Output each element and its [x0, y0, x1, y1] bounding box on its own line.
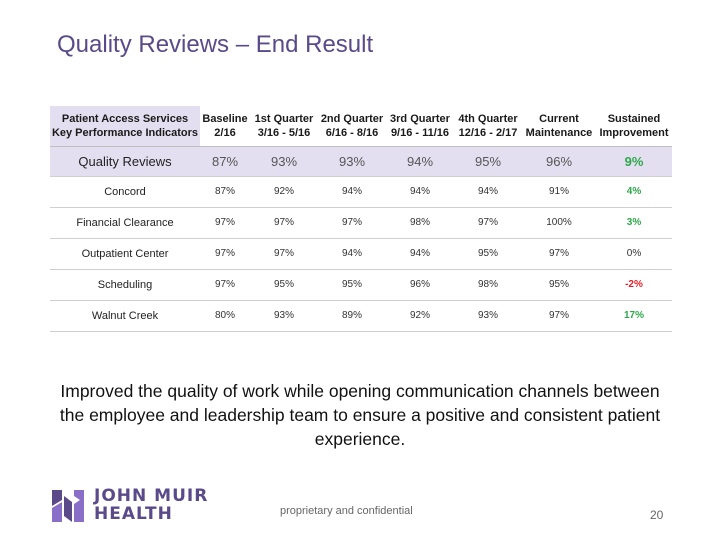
- page-number: 20: [650, 508, 664, 522]
- header-line: Maintenance: [525, 126, 593, 139]
- table-cell: 87%: [214, 186, 235, 197]
- row-label: Outpatient Center: [81, 247, 169, 260]
- table-cell: 96%: [409, 279, 430, 290]
- table-row-walnut-creek: Walnut Creek 80% 93% 89% 92% 93% 97% 17%: [50, 300, 672, 331]
- table-cell: 100%: [546, 217, 572, 228]
- table-cell: 97%: [273, 248, 294, 259]
- table-cell: 97%: [477, 217, 498, 228]
- header-line: 9/16 - 11/16: [390, 126, 450, 139]
- sustained-improvement-cell: 9%: [624, 153, 644, 169]
- table-cell: 87%: [211, 153, 239, 169]
- table-cell: 97%: [548, 310, 569, 321]
- table-cell: 96%: [545, 153, 573, 169]
- header-line: 2nd Quarter: [320, 112, 384, 125]
- row-label: Quality Reviews: [78, 153, 172, 169]
- table-cell: 91%: [548, 186, 569, 197]
- header-q2: 2nd Quarter 6/16 - 8/16: [318, 106, 386, 147]
- table-cell: 94%: [341, 186, 362, 197]
- header-line: Key Performance Indicators: [51, 126, 199, 139]
- sustained-improvement-cell: 0%: [626, 248, 642, 259]
- table-row-concord: Concord 87% 92% 94% 94% 94% 91% 4%: [50, 176, 672, 207]
- table-row-financial-clearance: Financial Clearance 97% 97% 97% 98% 97% …: [50, 207, 672, 238]
- header-line: Improvement: [599, 126, 669, 139]
- john-muir-mark-icon: [52, 490, 84, 522]
- table-row-quality-reviews: Quality Reviews 87% 93% 93% 94% 95% 96% …: [50, 146, 672, 176]
- table-cell: 93%: [273, 310, 294, 321]
- sustained-improvement-cell: 17%: [623, 310, 644, 321]
- table-cell: 95%: [273, 279, 294, 290]
- header-line: Baseline: [202, 112, 248, 125]
- header-line: 12/16 - 2/17: [458, 126, 518, 139]
- table-cell: 97%: [214, 217, 235, 228]
- table-cell: 95%: [474, 153, 502, 169]
- header-current: Current Maintenance: [522, 106, 596, 147]
- table-cell: 97%: [214, 279, 235, 290]
- table-cell: 92%: [409, 310, 430, 321]
- logo-line-1: JOHN MUIR: [94, 486, 209, 506]
- john-muir-health-logo: JOHN MUIR HEALTH: [50, 488, 220, 524]
- row-label: Scheduling: [97, 278, 153, 291]
- header-line: Patient Access Services: [61, 112, 189, 125]
- row-label: Walnut Creek: [91, 309, 159, 322]
- table-cell: 94%: [409, 186, 430, 197]
- table-cell: 95%: [341, 279, 362, 290]
- header-q1: 1st Quarter 3/16 - 5/16: [250, 106, 318, 147]
- header-kpi: Patient Access Services Key Performance I…: [50, 106, 200, 147]
- row-label: Financial Clearance: [76, 216, 174, 229]
- table-cell: 97%: [341, 217, 362, 228]
- table-cell: 93%: [270, 153, 298, 169]
- header-line: 4th Quarter: [458, 112, 518, 125]
- header-line: 2/16: [214, 126, 236, 139]
- table-cell: 93%: [338, 153, 366, 169]
- table-cell: 98%: [409, 217, 430, 228]
- header-sustained: Sustained Improvement: [596, 106, 672, 147]
- slide-title: Quality Reviews – End Result: [57, 31, 374, 58]
- table-cell: 80%: [214, 310, 235, 321]
- header-line: 3rd Quarter: [390, 112, 450, 125]
- header-line: 1st Quarter: [254, 112, 314, 125]
- footer-confidential: proprietary and confidential: [280, 505, 413, 517]
- table-row-scheduling: Scheduling 97% 95% 95% 96% 98% 95% -2%: [50, 269, 672, 300]
- logo-wordmark: JOHN MUIR HEALTH: [94, 488, 208, 523]
- table-cell: 89%: [341, 310, 362, 321]
- table-cell: 94%: [406, 153, 434, 169]
- sustained-improvement-cell: 3%: [626, 217, 642, 228]
- table-cell: 98%: [477, 279, 498, 290]
- table-cell: 97%: [548, 248, 569, 259]
- table-cell: 93%: [477, 310, 498, 321]
- table-row-outpatient-center: Outpatient Center 97% 97% 94% 94% 95% 97…: [50, 238, 672, 269]
- kpi-table-container: Patient Access Services Key Performance I…: [50, 106, 672, 334]
- table-header-row: Patient Access Services Key Performance I…: [50, 106, 672, 147]
- header-line: Sustained: [607, 112, 661, 125]
- table-cell: 97%: [273, 217, 294, 228]
- table-cell: 94%: [341, 248, 362, 259]
- table-cell: 95%: [548, 279, 569, 290]
- table-cell: 94%: [409, 248, 430, 259]
- logo-line-2: HEALTH: [94, 504, 173, 524]
- table-cell: 94%: [477, 186, 498, 197]
- table-cell: 95%: [477, 248, 498, 259]
- sustained-improvement-cell: -2%: [625, 279, 643, 290]
- row-label: Concord: [104, 185, 146, 198]
- header-q3: 3rd Quarter 9/16 - 11/16: [386, 106, 454, 147]
- header-baseline: Baseline 2/16: [200, 106, 250, 147]
- table-cell: 97%: [214, 248, 235, 259]
- sustained-improvement-cell: 4%: [626, 186, 642, 197]
- header-q4: 4th Quarter 12/16 - 2/17: [454, 106, 522, 147]
- header-line: 3/16 - 5/16: [257, 126, 311, 139]
- kpi-table: Patient Access Services Key Performance I…: [50, 106, 672, 332]
- header-line: 6/16 - 8/16: [325, 126, 379, 139]
- table-cell: 92%: [273, 186, 294, 197]
- slide-body-text: Improved the quality of work while openi…: [59, 381, 661, 449]
- header-line: Current: [539, 112, 579, 125]
